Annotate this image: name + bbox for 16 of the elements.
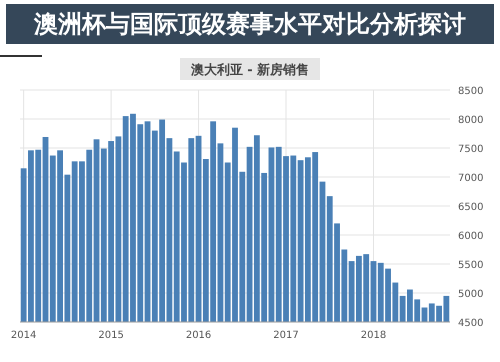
x-tick-label: 2015: [98, 330, 124, 341]
y-tick-label: 7500: [458, 144, 484, 155]
x-tick-label: 2017: [273, 330, 299, 341]
y-tick-label: 7000: [458, 173, 484, 184]
y-tick-label: 8000: [458, 115, 484, 126]
y-tick-label: 5000: [458, 289, 484, 300]
text: 澳洲杯与国际顶级赛事水平对比分析探讨: [33, 10, 466, 38]
x-tick-label: 2018: [360, 330, 386, 341]
x-tick-label: 2014: [10, 330, 36, 341]
y-tick-label: 4500: [458, 318, 484, 329]
y-tick-label: 6000: [458, 231, 484, 242]
y-tick-label: 6500: [458, 202, 484, 213]
y-tick-label: 5500: [458, 260, 484, 271]
x-tick-label: 2016: [186, 330, 212, 341]
chart-title: 澳大利亚 - 新房销售: [190, 62, 310, 78]
y-tick-label: 8500: [458, 86, 484, 97]
